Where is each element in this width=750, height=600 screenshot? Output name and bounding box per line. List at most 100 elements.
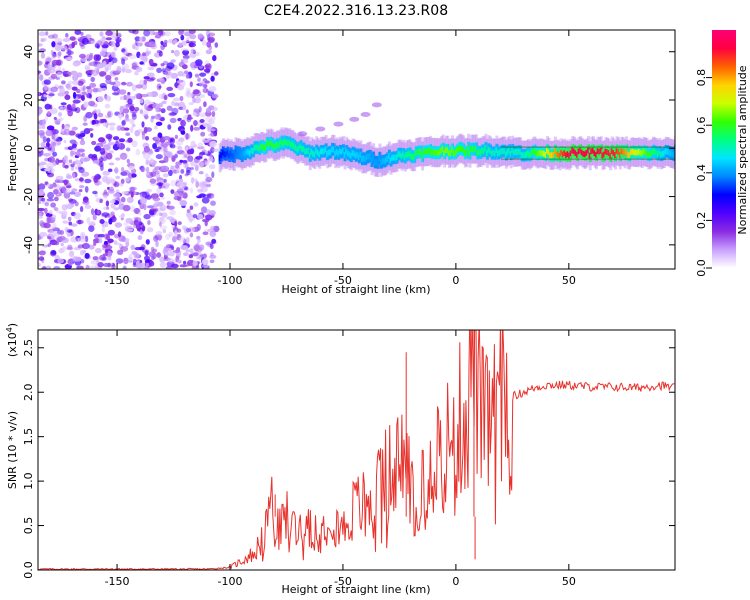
spectrogram-ylabel: Frequency (Hz) [6,109,19,192]
noise-speckle [141,191,150,198]
noise-speckle [59,87,65,94]
noise-speckle [143,152,151,160]
noise-speckle [133,219,139,226]
noise-speckle [68,221,72,226]
ridge-core [234,148,238,155]
noise-speckle [194,178,198,182]
noise-speckle [107,168,113,173]
ridge-core [503,148,507,154]
noise-speckle [152,103,160,109]
colorbar-label: Normalized spectral amplitude [736,65,749,234]
ridge-core [663,150,666,157]
noise-speckle [68,199,77,204]
noise-speckle [122,170,130,176]
noise-speckle [114,222,123,228]
noise-speckle [131,140,138,148]
noise-speckle [51,59,60,66]
ridge-core [312,150,315,157]
noise-speckle [159,261,167,268]
noise-speckle [165,233,171,240]
noise-speckle [82,91,87,95]
ridge-core [590,148,594,155]
noise-speckle [115,175,121,180]
noise-speckle [121,166,125,173]
noise-speckle [170,189,175,195]
noise-speckle [84,178,92,184]
noise-speckle [159,225,168,230]
noise-speckle [185,92,194,98]
noise-speckle [92,88,99,93]
noise-speckle [54,133,59,140]
noise-speckle [134,40,138,46]
noise-speckle [66,175,73,179]
noise-speckle [50,146,56,153]
ridge-core [384,157,388,164]
noise-speckle [155,121,163,127]
noise-speckle [42,123,46,130]
noise-speckle [99,147,106,155]
noise-speckle [109,200,116,204]
noise-speckle [85,111,93,119]
noise-speckle [59,230,65,235]
y-tick-label: 1.5 [22,428,35,446]
noise-speckle [168,39,174,44]
noise-speckle [63,179,68,186]
noise-speckle [211,106,218,112]
noise-speckle [178,42,183,47]
noise-speckle [121,58,126,65]
noise-speckle [59,105,64,110]
y-tick-label: 0.0 [22,561,35,579]
ridge-core [645,149,649,156]
noise-speckle [196,213,204,220]
ridge-core [359,151,363,158]
noise-speckle [48,93,55,97]
noise-speckle [158,77,165,81]
noise-speckle [114,167,119,174]
noise-speckle [108,150,114,154]
noise-speckle [214,71,219,76]
ridge-core [504,151,508,158]
ridge-core [250,147,254,154]
noise-speckle [208,156,214,162]
noise-speckle [55,158,60,165]
noise-speckle [177,221,182,226]
ridge-core [237,149,241,156]
noise-speckle [174,230,178,237]
noise-speckle [185,237,190,244]
noise-speckle [146,188,152,193]
noise-speckle [131,123,136,128]
ridge-core [495,147,499,153]
ridge-core [648,151,652,158]
noise-speckle [72,172,76,179]
noise-speckle [190,48,196,54]
ridge-core [354,152,358,159]
noise-speckle [54,207,59,212]
noise-speckle [99,198,103,204]
y-tick-label: 2.5 [22,339,35,357]
noise-speckle [180,34,185,41]
ridge-core [615,147,619,154]
noise-speckle [190,177,195,184]
noise-speckle [57,51,62,57]
noise-speckle [210,200,216,206]
noise-speckle [208,32,216,37]
noise-speckle [76,153,84,157]
noise-speckle [201,39,207,46]
noise-speckle [146,205,155,209]
ridge-core [541,150,545,157]
noise-speckle [120,178,125,184]
ridge-core [427,148,431,155]
noise-speckle [54,196,59,202]
ridge-core [585,150,589,156]
noise-speckle [74,159,81,165]
noise-speckle [102,60,107,68]
ridge-core [387,153,391,159]
noise-speckle [77,237,86,243]
snr-exponent-label: (x104) [5,323,19,357]
noise-speckle [113,136,120,141]
noise-speckle [38,199,42,205]
noise-speckle [197,33,204,39]
ridge-core [642,148,646,155]
ridge-core [497,150,500,157]
noise-speckle [183,252,189,257]
